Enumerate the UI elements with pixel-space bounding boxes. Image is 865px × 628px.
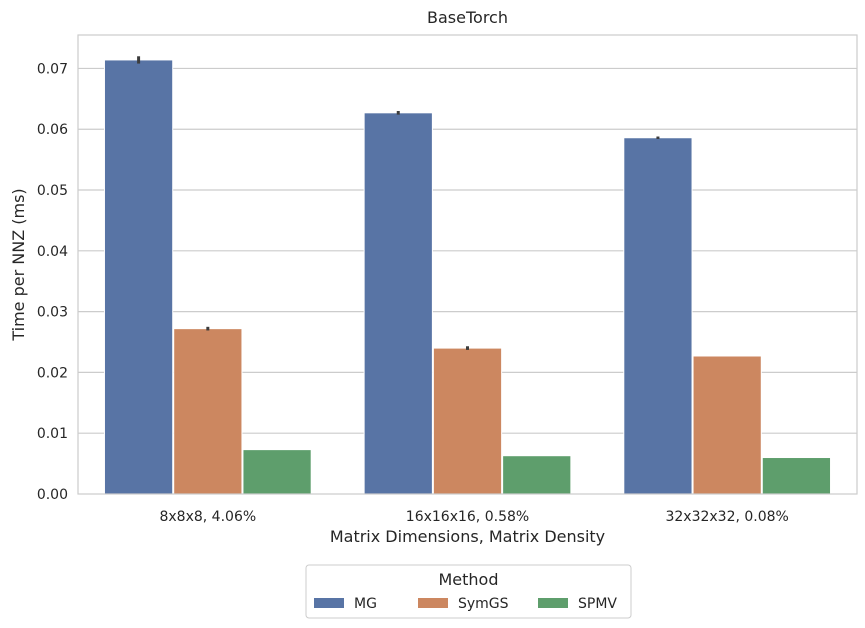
legend-label: SPMV (578, 596, 617, 612)
x-tick-label: 16x16x16, 0.58% (406, 509, 529, 525)
x-tick-label: 8x8x8, 4.06% (159, 509, 256, 525)
y-axis-label: Time per NNZ (ms) (9, 188, 28, 341)
bar-spmv (761, 457, 832, 495)
bar-mg (103, 59, 174, 495)
x-axis-label: Matrix Dimensions, Matrix Density (330, 527, 605, 546)
bar-symgs (692, 355, 762, 495)
legend-item-symgs: SymGS (418, 596, 509, 612)
legend-swatch (418, 598, 448, 608)
bar-mg (623, 137, 693, 495)
bar-mg (363, 112, 433, 495)
legend-label: MG (354, 596, 377, 612)
legend-items: MG SymGS SPMV (314, 596, 617, 612)
error-bars (137, 56, 660, 350)
plot-frame (77, 34, 858, 495)
y-tick-label: 0.04 (37, 244, 68, 260)
legend-title: Method (438, 570, 498, 589)
legend-item-mg: MG (314, 596, 377, 612)
legend-label: SymGS (458, 596, 509, 612)
legend-swatch (314, 598, 344, 608)
bar-symgs (173, 328, 243, 495)
legend-item-spmv: SPMV (538, 596, 617, 612)
y-tick-label: 0.05 (37, 183, 68, 199)
x-tick-labels: 8x8x8, 4.06% 16x16x16, 0.58% 32x32x32, 0.0… (159, 509, 788, 525)
y-tick-label: 0.03 (37, 305, 68, 321)
x-tick-label: 32x32x32, 0.08% (665, 509, 788, 525)
y-tick-label: 0.06 (37, 122, 68, 138)
y-tick-label: 0.01 (37, 426, 68, 442)
y-tick-label: 0.07 (37, 61, 68, 77)
chart-title: BaseTorch (427, 8, 508, 27)
bars (103, 59, 832, 495)
legend: Method MG SymGS SPMV (305, 564, 632, 619)
bar-spmv (502, 455, 572, 495)
y-tick-label: 0.00 (37, 487, 68, 503)
y-tick-label: 0.02 (37, 365, 68, 381)
legend-swatch (538, 598, 568, 608)
bar-symgs (432, 347, 503, 495)
y-tick-labels: 0.00 0.01 0.02 0.03 0.04 0.05 0.06 0.07 (37, 61, 68, 503)
bar-spmv (242, 449, 312, 495)
